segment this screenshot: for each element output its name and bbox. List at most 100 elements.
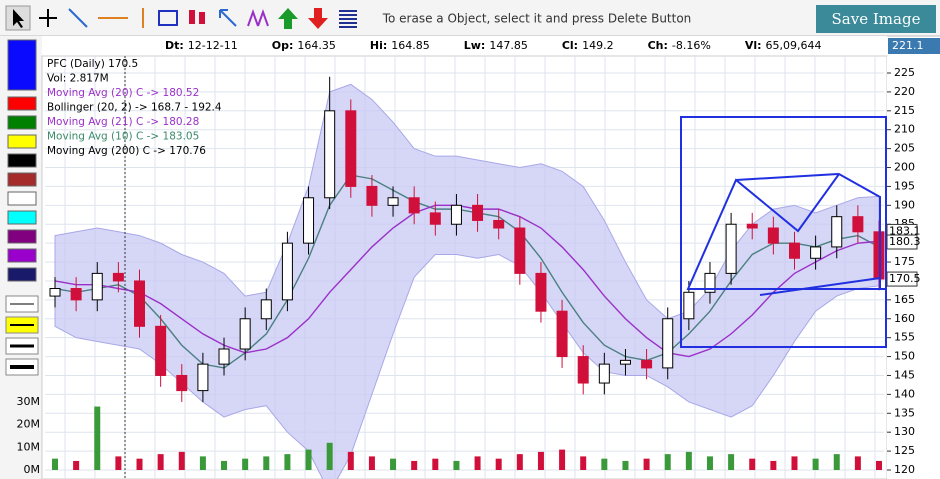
moving-average (54, 204, 880, 358)
candle-body (746, 223, 758, 229)
volume-tick-label: 20M (17, 418, 41, 431)
color[interactable] (7, 229, 37, 244)
candle-body (134, 280, 146, 327)
y-tick-label: 225 (894, 66, 915, 79)
icon (247, 9, 269, 27)
info-value: 149.2 (582, 39, 614, 52)
current-color[interactable] (7, 39, 37, 91)
color[interactable] (7, 134, 37, 149)
candle-body (662, 318, 674, 369)
color[interactable] (7, 115, 37, 130)
candle-body (831, 216, 843, 248)
legend-entry: Moving Avg (21) C -> 180.28 (47, 116, 199, 128)
candle-body (408, 197, 420, 214)
candle-body (387, 197, 399, 206)
candle-body (472, 204, 484, 221)
info-label: Op: (272, 39, 294, 52)
y-tick-label: 160 (894, 312, 915, 325)
volume-bar (453, 460, 460, 470)
volume-bar (749, 458, 756, 470)
y-tick-label: 165 (894, 293, 915, 306)
tool-buttons (5, 5, 360, 31)
y-tick-label: 130 (894, 425, 915, 438)
volume-bar (73, 460, 80, 470)
color[interactable] (7, 153, 37, 168)
legend-entry: Moving Avg (10) C -> 183.05 (47, 131, 199, 143)
price-tag-label: 170.5 (889, 272, 921, 285)
volume-bar (326, 442, 333, 470)
axis: 1201251301351401451501551601651701751801… (886, 66, 921, 476)
icon (39, 9, 57, 27)
plot: 0M 10M 20M 30M (17, 76, 885, 479)
volume-bar (728, 454, 735, 470)
save-button[interactable] (816, 5, 936, 33)
icon (13, 9, 24, 28)
drawn-objects (680, 116, 887, 348)
volume-bar (305, 449, 312, 470)
info-value: 164.85 (391, 39, 430, 52)
legend-entry: Vol: 2.817M (47, 73, 109, 85)
volume-bar (664, 454, 671, 470)
info-label: Lw: (464, 39, 486, 52)
volume-bar (411, 460, 418, 470)
price-tag (886, 271, 918, 287)
volume-bar (178, 451, 185, 470)
drawn-lines[interactable] (686, 172, 886, 296)
moving-average (54, 174, 880, 369)
info-label: Ch: (648, 39, 668, 52)
volume-tick-label: 30M (17, 395, 41, 408)
candle-body (493, 219, 505, 229)
candle-body (303, 197, 315, 244)
color[interactable] (7, 210, 37, 225)
info-value: 12-12-11 (188, 39, 238, 52)
price-tag-label: 183.1 (889, 224, 921, 237)
volume-bar (876, 460, 882, 470)
candle-body (239, 318, 251, 350)
legend-entry: Bollinger (20, 2) -> 168.7 - 192.4 (47, 102, 222, 114)
candle-body (704, 272, 716, 293)
price-axis (887, 56, 940, 479)
color[interactable] (7, 248, 37, 263)
icon (278, 8, 298, 29)
tool-fib[interactable] (246, 6, 270, 30)
info-value: 147.85 (489, 39, 528, 52)
candle-body (155, 325, 167, 376)
top-value: 221.1 (892, 39, 924, 52)
color[interactable] (7, 191, 37, 206)
toolbar-message: To erase a Object, select it and press D… (382, 12, 692, 26)
y-tick-label: 120 (894, 463, 915, 476)
candle-body (450, 204, 462, 225)
volume-bar (685, 451, 692, 470)
candle-body (767, 227, 779, 244)
color[interactable] (7, 96, 37, 111)
volume-bar (495, 458, 502, 470)
volume-bar (242, 458, 249, 470)
candle-body (366, 185, 378, 206)
volume-bar (263, 456, 270, 470)
volume-bar (601, 458, 608, 470)
volume-bar (812, 458, 819, 470)
y-tick-label: 140 (894, 387, 915, 400)
volume-bar (432, 458, 439, 470)
y-tick-label: 200 (894, 161, 915, 174)
candle-body (324, 110, 336, 199)
candle-body (852, 216, 864, 233)
legend: PFC (Daily) 170.5 Vol: 2.817M Moving Avg (… (47, 58, 222, 157)
icon (219, 9, 237, 27)
candle-body (49, 288, 61, 297)
icon (308, 8, 328, 29)
y-tick-label: 155 (894, 331, 915, 344)
icon (199, 12, 205, 24)
color[interactable] (7, 267, 37, 282)
volume-tick-label: 10M (17, 440, 41, 453)
candle-body (514, 227, 526, 274)
y-tick-label: 210 (894, 123, 915, 136)
color[interactable] (7, 172, 37, 187)
volume-bar (516, 454, 523, 470)
info-label: Vl: (745, 39, 762, 52)
volume-bar (537, 451, 544, 470)
volume-bar (770, 460, 777, 470)
drawn-rect[interactable] (680, 116, 887, 348)
candle-body (810, 246, 822, 259)
